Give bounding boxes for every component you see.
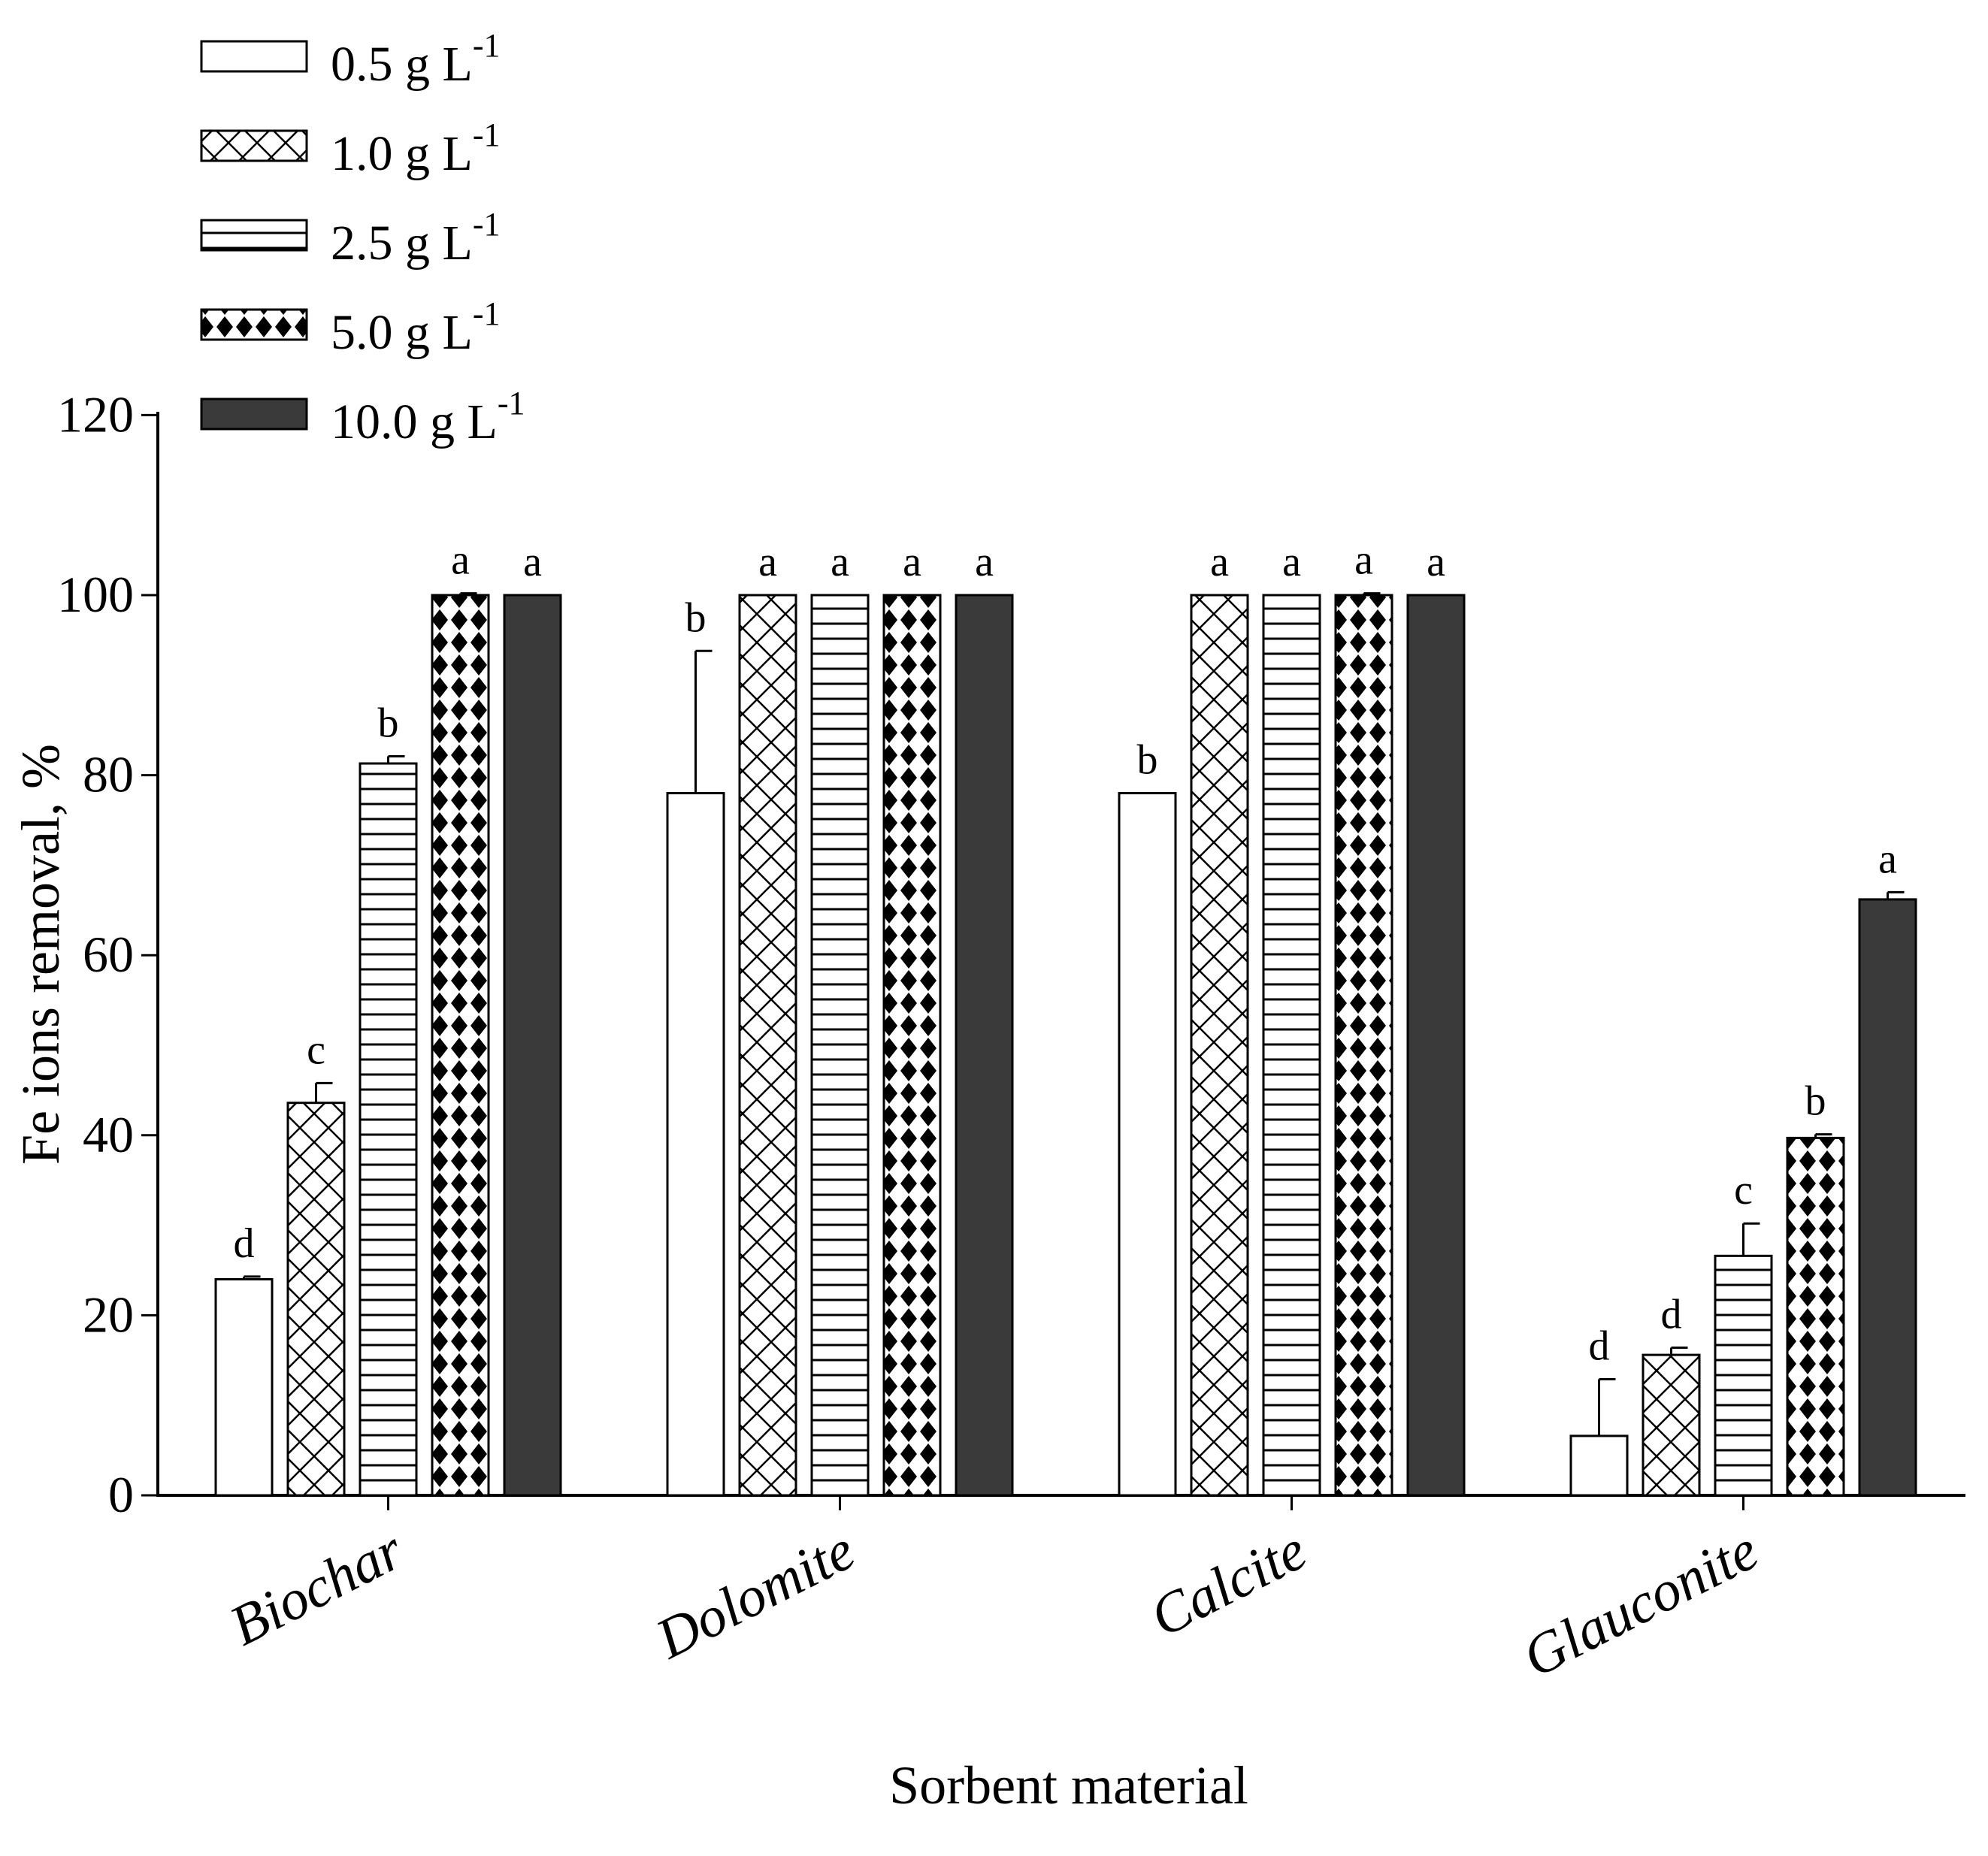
y-tick-label: 40 [83, 1106, 134, 1163]
significance-letter: a [523, 539, 542, 585]
bar-biochar-2 [286, 1102, 346, 1497]
y-tick-label: 60 [83, 926, 134, 983]
bar-calcite-2 [1190, 594, 1249, 1497]
legend-swatch [200, 40, 308, 73]
bar-dolomite-2 [738, 594, 797, 1497]
significance-letter: d [234, 1220, 255, 1267]
bar-biochar-3 [359, 762, 418, 1497]
category-label-glauconite: Glauconite [1513, 1518, 1768, 1689]
x-ticks: Biochar Dolomite Calcite Glauconite [220, 1495, 1768, 1689]
bar-glauconite-1 [1569, 1434, 1629, 1497]
bar-glauconite-2 [1642, 1353, 1701, 1497]
y-axis-title: Fe ions removal, % [11, 744, 71, 1165]
bar-calcite-4 [1334, 594, 1393, 1497]
error-bars [243, 592, 1905, 1436]
bar-biochar-5 [503, 594, 562, 1497]
significance-letter: a [975, 539, 994, 585]
y-tick-label: 100 [57, 566, 134, 623]
legend-swatch [200, 397, 308, 431]
significance-letter: a [1210, 539, 1229, 585]
legend-label: 0.5 g L-1 [331, 27, 500, 92]
x-axis-title: Sorbent material [889, 1755, 1248, 1815]
significance-letter: b [685, 594, 707, 641]
bar-biochar-4 [431, 594, 490, 1497]
significance-letter: c [307, 1026, 325, 1073]
bar-dolomite-5 [955, 594, 1014, 1497]
bar-calcite-1 [1118, 792, 1177, 1497]
bar-glauconite-4 [1786, 1136, 1845, 1497]
bar-dolomite-4 [882, 594, 942, 1497]
legend-label: 10.0 g L-1 [331, 385, 525, 449]
legend-swatch [200, 308, 308, 341]
significance-letter: a [1282, 539, 1301, 585]
category-label-dolomite: Dolomite [646, 1518, 864, 1671]
significance-letters: d b b d c a a d b a a c a a a b a a a a [234, 537, 1898, 1370]
legend-swatch [200, 129, 308, 162]
bar-dolomite-3 [810, 594, 870, 1497]
bars [214, 594, 1917, 1497]
bar-glauconite-5 [1858, 898, 1917, 1497]
legend-label-superscript: -1 [473, 116, 501, 153]
legend-label: 5.0 g L-1 [331, 295, 500, 360]
significance-letter: a [903, 539, 921, 585]
category-label-biochar: Biochar [220, 1518, 413, 1658]
significance-letter: b [1805, 1078, 1826, 1125]
legend-label-superscript: -1 [473, 206, 501, 243]
significance-letter: d [1589, 1322, 1610, 1369]
legend-swatch [200, 219, 308, 252]
significance-letter: d [1661, 1292, 1682, 1338]
significance-letter: b [1137, 737, 1158, 784]
bar-biochar-1 [214, 1277, 274, 1497]
legend: 0.5 g L-1 1.0 g L-1 2.5 g L-1 5.0 g L-1 10.0… [200, 27, 525, 449]
significance-letter: a [758, 539, 777, 585]
significance-letter: c [1734, 1167, 1753, 1214]
axes [156, 412, 1965, 1497]
category-label-calcite: Calcite [1140, 1518, 1316, 1649]
legend-label-superscript: -1 [498, 385, 525, 422]
legend-label-superscript: -1 [473, 295, 501, 332]
significance-letter: a [831, 539, 849, 585]
legend-label: 2.5 g L-1 [331, 206, 500, 271]
bar-calcite-5 [1406, 594, 1466, 1497]
legend-label: 1.0 g L-1 [331, 116, 500, 181]
y-tick-label: 80 [83, 746, 134, 803]
significance-letter: a [1354, 537, 1373, 584]
y-tick-label: 20 [83, 1286, 134, 1343]
bar-calcite-3 [1262, 594, 1321, 1497]
y-tick-label: 120 [57, 385, 134, 443]
y-ticks: 0 20 40 60 80 100 120 [57, 385, 158, 1523]
significance-letter: a [1878, 836, 1897, 882]
bar-glauconite-3 [1714, 1254, 1773, 1497]
y-tick-label: 0 [108, 1466, 134, 1523]
significance-letter: a [1427, 539, 1445, 585]
legend-label-superscript: -1 [473, 27, 501, 64]
significance-letter: a [451, 537, 470, 584]
significance-letter: b [378, 700, 399, 746]
bar-dolomite-1 [666, 792, 725, 1497]
